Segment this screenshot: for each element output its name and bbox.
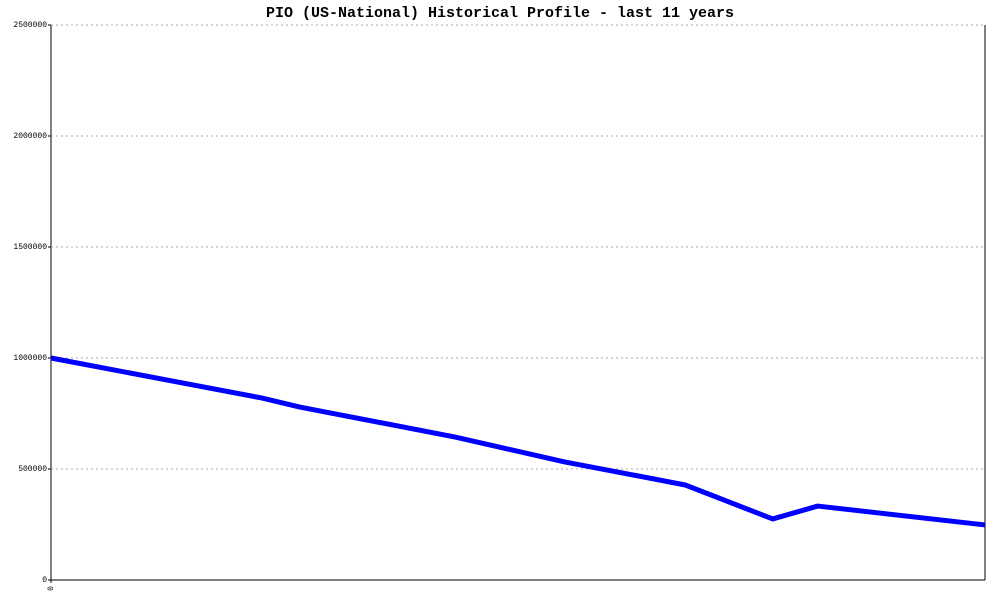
y-tick-label: 1500000 [13, 243, 47, 252]
x-tick-label: 0 [47, 586, 56, 591]
y-tick-label: 2500000 [13, 21, 47, 30]
chart-title: PIO (US-National) Historical Profile - l… [266, 5, 734, 22]
y-tick-label: 2000000 [13, 132, 47, 141]
y-tick-label: 1000000 [13, 354, 47, 363]
y-tick-label: 0 [42, 576, 47, 585]
data-line [50, 355, 986, 528]
y-tick-label: 500000 [18, 465, 47, 474]
